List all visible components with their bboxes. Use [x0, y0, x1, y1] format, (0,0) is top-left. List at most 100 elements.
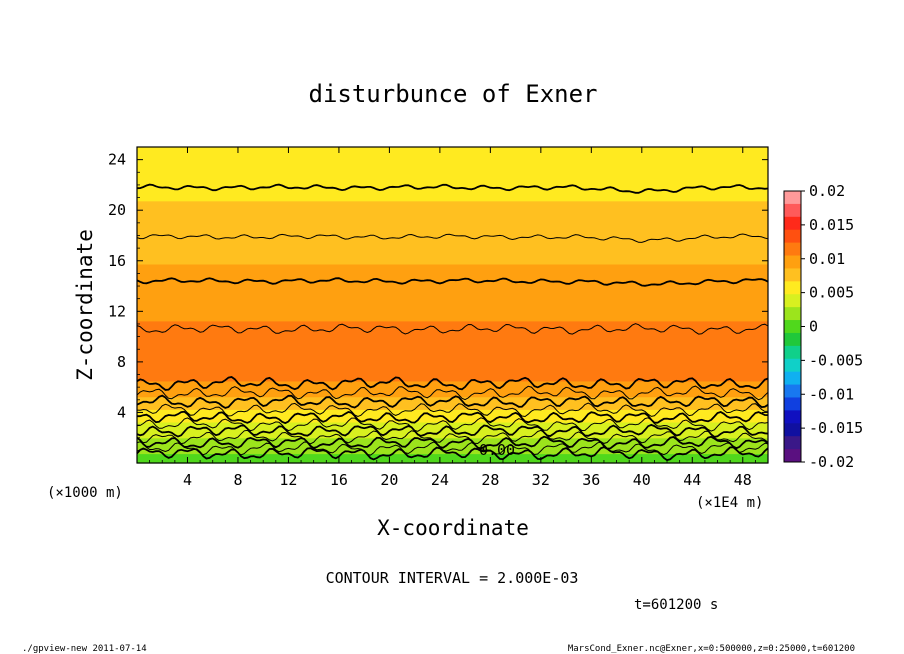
heatmap-band — [137, 380, 768, 385]
x-tick-label: 16 — [330, 471, 348, 489]
heatmap-band — [137, 248, 768, 252]
heatmap-band — [137, 150, 768, 154]
heatmap-band — [137, 181, 768, 186]
heatmap-band — [137, 292, 768, 297]
heatmap-band — [137, 377, 768, 382]
heatmap-band — [137, 276, 768, 281]
heatmap-band — [137, 213, 768, 218]
contour-line — [136, 277, 769, 287]
heatmap-band — [137, 361, 768, 366]
heatmap-band — [137, 260, 768, 265]
heatmap-band — [137, 175, 768, 180]
heatmap-band — [137, 210, 768, 214]
heatmap-band — [137, 251, 768, 256]
heatmap-band — [137, 399, 768, 404]
heatmap-band — [137, 437, 768, 442]
heatmap-band — [137, 254, 768, 259]
heatmap-band — [137, 226, 768, 230]
y-axis-label: Z-coordinate — [73, 229, 97, 381]
heatmap-band — [137, 267, 768, 271]
contour-line — [136, 423, 769, 438]
heatmap-band — [137, 425, 768, 429]
heatmap-band — [137, 178, 768, 183]
heatmap-band — [137, 323, 768, 328]
y-tick-label: 8 — [117, 353, 126, 371]
heatmap-band — [137, 352, 768, 357]
heatmap-band — [137, 317, 768, 322]
chart-title: disturbunce of Exner — [309, 80, 598, 108]
colorbar-tick-label: 0 — [809, 318, 818, 336]
contour-line — [136, 183, 769, 194]
heatmap-band — [137, 409, 768, 414]
contour-line — [136, 402, 769, 418]
x-tick-label: 48 — [734, 471, 752, 489]
heatmap-band — [137, 336, 768, 341]
colorbar-segment — [784, 307, 801, 321]
time-label: t=601200 s — [634, 597, 718, 613]
y-tick-label: 4 — [117, 403, 126, 421]
colorbar-tick-label: -0.005 — [809, 351, 863, 369]
heatmap-band — [137, 415, 768, 420]
contour-line — [136, 441, 769, 456]
heatmap-band — [137, 197, 768, 202]
contour-line — [136, 394, 769, 409]
heatmap-band — [137, 273, 768, 278]
heatmap-band — [137, 270, 768, 274]
heatmap-band — [137, 238, 768, 243]
heatmap-band — [137, 402, 768, 407]
heatmap-band — [137, 200, 768, 205]
colorbar-segment — [784, 332, 801, 347]
heatmap-band — [137, 330, 768, 335]
heatmap-band — [137, 263, 768, 268]
y-tick-label: 16 — [108, 252, 126, 270]
colorbar-segment — [784, 229, 801, 244]
heatmap-band — [137, 295, 768, 300]
x-tick-label: 36 — [582, 471, 600, 489]
contour-label: 0.00 — [479, 441, 515, 459]
heatmap-band — [137, 207, 768, 211]
colorbar-segment — [784, 294, 801, 308]
heatmap-band — [137, 235, 768, 240]
heatmap-band — [137, 159, 768, 164]
colorbar-segment — [784, 268, 801, 282]
heatmap-band — [137, 172, 768, 177]
heatmap-band — [137, 191, 768, 195]
colorbar-tick-label: 0.005 — [809, 284, 854, 302]
x-tick-label: 12 — [279, 471, 297, 489]
heatmap-band — [137, 371, 768, 376]
x-tick-label: 32 — [532, 471, 550, 489]
heatmap-band — [137, 305, 768, 309]
heatmap-band — [137, 188, 768, 192]
y-tick-label: 24 — [108, 151, 126, 169]
heatmap-band — [137, 421, 768, 426]
colorbar-tick-label: -0.02 — [809, 453, 854, 471]
colorbar-segment — [784, 281, 801, 295]
heatmap-band — [137, 257, 768, 262]
heatmap-band — [137, 412, 768, 417]
x-tick-label: 4 — [183, 471, 192, 489]
heatmap-band — [137, 390, 768, 395]
heatmap-band — [137, 229, 768, 233]
heatmap-band — [137, 387, 768, 391]
y-tick-label: 12 — [108, 302, 126, 320]
heatmap-band — [137, 289, 768, 293]
colorbar-tick-label: -0.01 — [809, 385, 854, 403]
contour-line — [136, 323, 769, 335]
colorbar-segment — [784, 191, 801, 205]
heatmap-band — [137, 333, 768, 338]
heatmap-band — [137, 216, 768, 221]
colorbar-segment — [784, 371, 801, 386]
heatmap-band — [137, 456, 768, 461]
colorbar-tick-label: 0.015 — [809, 216, 854, 234]
heatmap-band — [137, 203, 768, 208]
heatmap-band — [137, 342, 768, 347]
heatmap-band — [137, 327, 768, 331]
contour-line — [137, 410, 769, 425]
heatmap-band — [137, 339, 768, 344]
x-axis-ticks: 4 8 12 16 20 24 28 32 36 40 44 48 — [149, 147, 756, 489]
colorbar-segment — [784, 203, 801, 218]
contour-line — [136, 376, 769, 391]
heatmap-band — [137, 169, 768, 173]
contour-line — [136, 385, 769, 401]
